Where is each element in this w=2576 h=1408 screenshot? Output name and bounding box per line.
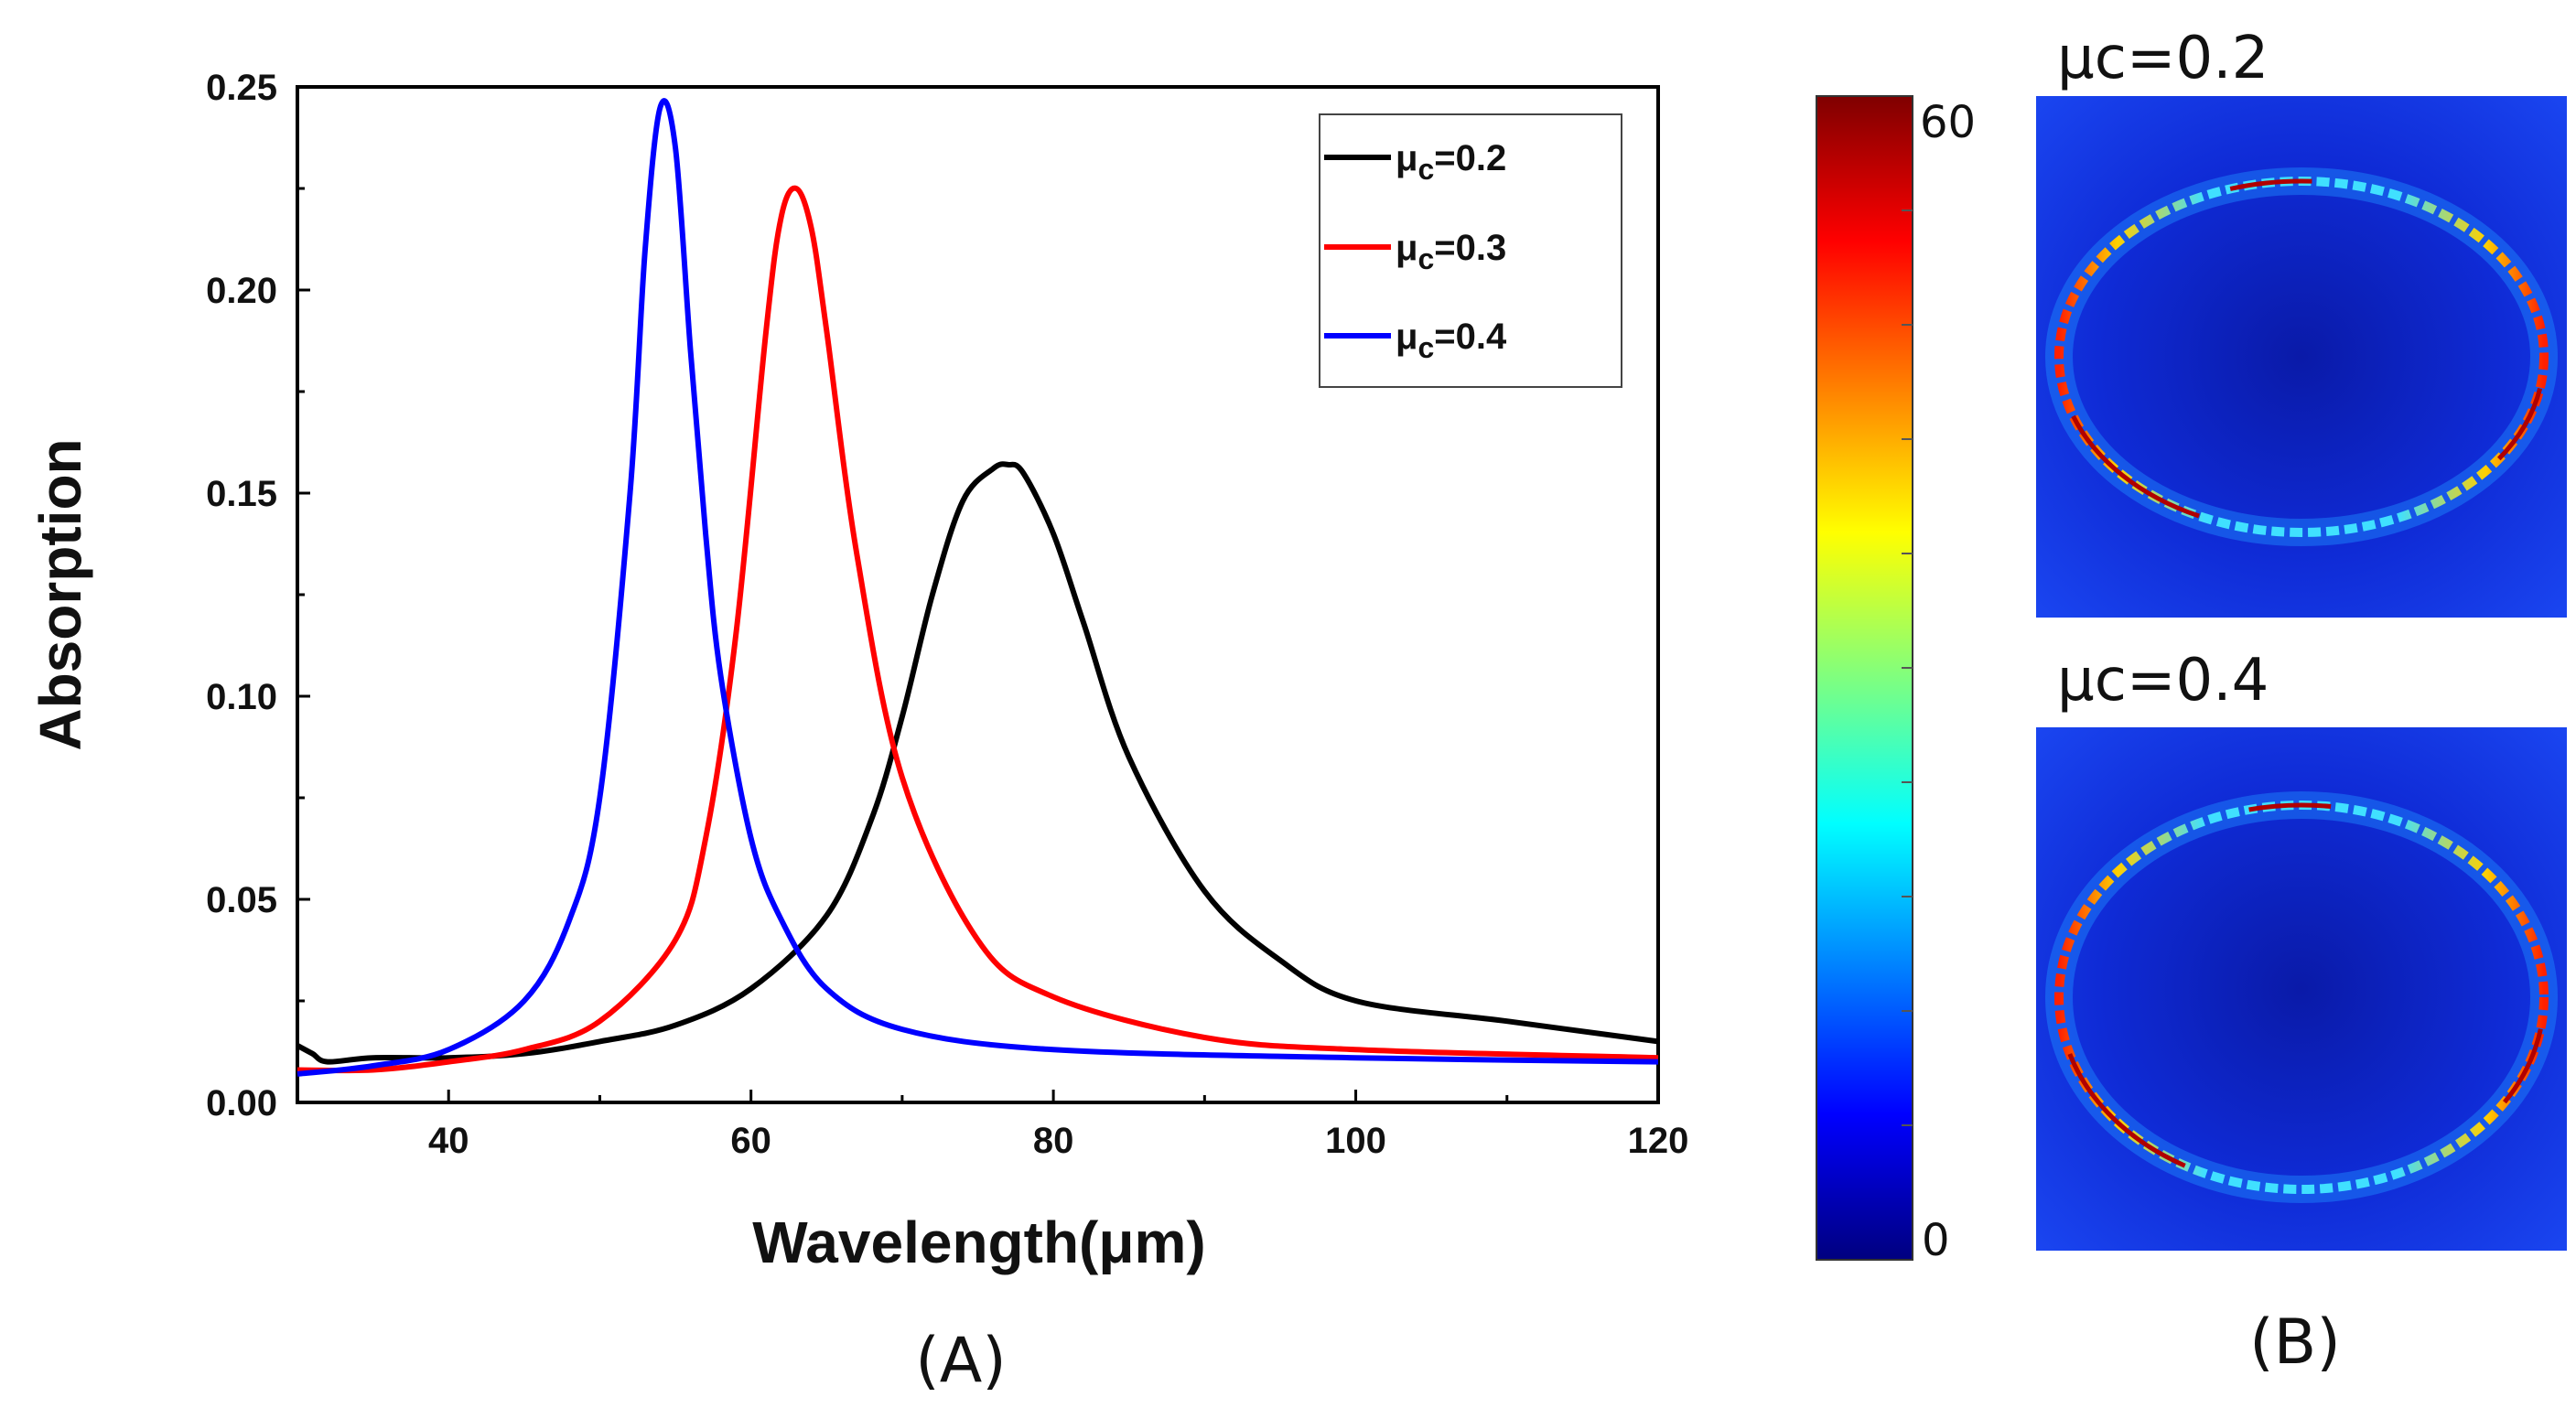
y-axis-label: Absorption: [27, 438, 93, 750]
legend-label-1: μc=0.2: [1396, 138, 1506, 186]
heatmap-title-2: μc=0.4: [2057, 647, 2269, 715]
legend-item-1: μc=0.2: [1324, 138, 1506, 186]
panel-a: 40 60 80 100 120 0.00 0.05 0.10 0.15 0.20 0.25 Wa…: [27, 68, 1688, 1397]
legend: μc=0.2 μc=0.3 μc=0.4: [1319, 113, 1622, 388]
x-tick-label: 40: [428, 1121, 469, 1161]
heatmap-1-hotspots: [2056, 178, 2547, 535]
x-tick-label: 80: [1033, 1121, 1074, 1161]
colorbar-ticks: [1902, 210, 1913, 1126]
legend-item-3: μc=0.4: [1324, 317, 1507, 364]
heatmap-title-1: μc=0.2: [2057, 25, 2269, 92]
colorbar-max-label: 60: [1920, 97, 1976, 148]
y-tick-label: 0.25: [206, 68, 277, 108]
legend-label-2: μc=0.3: [1396, 228, 1506, 275]
x-ticks: 40 60 80 100 120: [296, 1090, 1689, 1161]
heatmap-1: [2036, 96, 2567, 618]
x-tick-label: 60: [730, 1121, 771, 1161]
colorbar-min-label: 0: [1922, 1215, 1950, 1266]
heatmap-2-background: [2036, 727, 2567, 1251]
series-line-3: [296, 98, 1659, 1077]
y-tick-label: 0.10: [206, 677, 277, 717]
legend-item-2: μc=0.3: [1324, 228, 1506, 275]
colorbar: [1816, 95, 1913, 1261]
heatmap-2: [2036, 727, 2567, 1251]
series-line-2: [296, 185, 1659, 1074]
y-tick-label: 0.05: [206, 880, 277, 920]
heatmap-2-hotspots: [2056, 802, 2547, 1192]
legend-label-3: μc=0.4: [1396, 317, 1507, 364]
y-ticks: 0.00 0.05 0.10 0.15 0.20 0.25: [206, 68, 310, 1123]
panel-b-label: (B): [2249, 1306, 2341, 1379]
y-tick-label: 0.15: [206, 474, 277, 514]
panel-a-label: (A): [915, 1325, 1007, 1397]
y-tick-label: 0.20: [206, 271, 277, 311]
panel-b: 60 0 μc=0.2 μc=0.4 (B): [1816, 25, 2567, 1379]
x-tick-label: 120: [1628, 1121, 1689, 1161]
series-line-1: [296, 461, 1659, 1065]
x-tick-label: 100: [1325, 1121, 1386, 1161]
series-layer: [296, 98, 1659, 1077]
y-tick-label: 0.00: [206, 1083, 277, 1123]
x-axis-label: Wavelength(μm): [752, 1209, 1205, 1275]
